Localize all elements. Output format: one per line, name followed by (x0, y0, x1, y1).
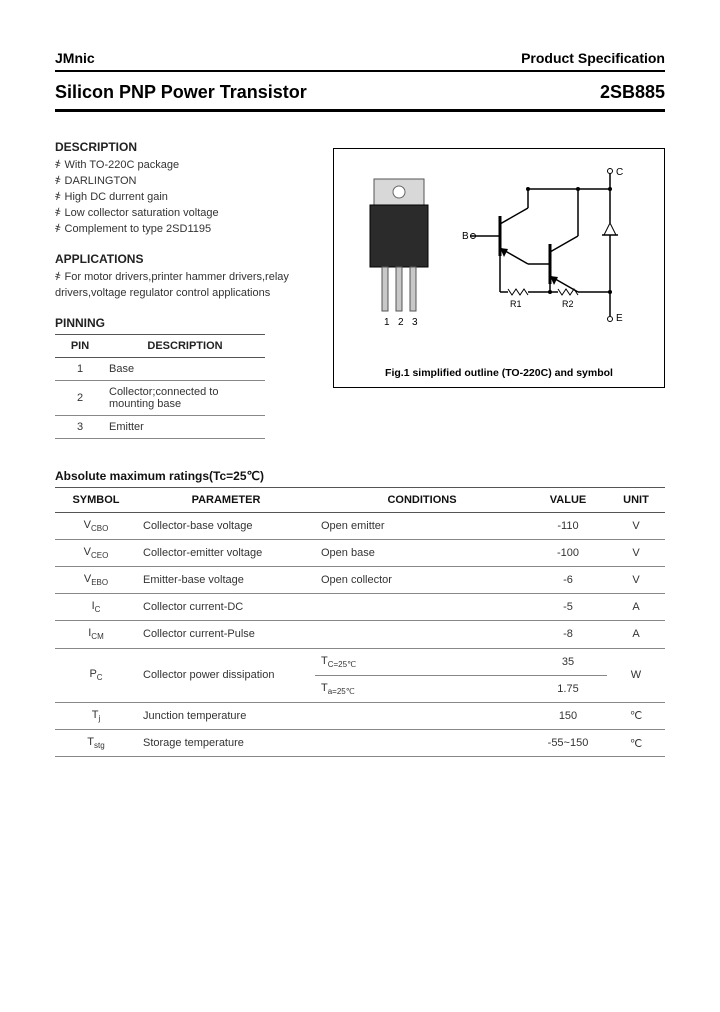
table-row: TstgStorage temperature -55~150℃ (55, 730, 665, 757)
pinning-heading: PINNING (55, 316, 315, 330)
svg-text:2: 2 (398, 317, 404, 328)
desc-item: ҂Complement to type 2SD1195 (55, 222, 315, 238)
ratings-heading: Absolute maximum ratings(Tc=25℃) (55, 469, 665, 483)
pin-col-pin: PIN (55, 334, 105, 357)
table-row: 1Base (55, 357, 265, 380)
ratings-table: SYMBOL PARAMETER CONDITIONS VALUE UNIT V… (55, 487, 665, 758)
table-row: ICMCollector current-Pulse -8A (55, 621, 665, 648)
cell-value: -100 (529, 539, 607, 566)
cell-unit: ℃ (607, 730, 665, 757)
cell-conditions (315, 621, 529, 648)
title-bar: Silicon PNP Power Transistor 2SB885 (55, 82, 665, 112)
cell-value: 150 (529, 702, 607, 729)
table-row: VCEOCollector-emitter voltageOpen base-1… (55, 539, 665, 566)
cell-symbol: Tj (55, 702, 137, 729)
col-value: VALUE (529, 487, 607, 512)
cell-unit: V (607, 566, 665, 593)
cell-conditions (315, 730, 529, 757)
cell-symbol: VCEO (55, 539, 137, 566)
cell-conditions: Open collector (315, 566, 529, 593)
cell-unit: ℃ (607, 702, 665, 729)
applications-section: APPLICATIONS ҂For motor drivers,printer … (55, 252, 315, 302)
cell-unit: A (607, 594, 665, 621)
cell-conditions: Open base (315, 539, 529, 566)
col-symbol: SYMBOL (55, 487, 137, 512)
pin-col-desc: DESCRIPTION (105, 334, 265, 357)
table-row: 2Collector;connected to mounting base (55, 380, 265, 415)
cell-conditions: TC=25℃ (315, 648, 529, 675)
table-row: VEBOEmitter-base voltageOpen collector-6… (55, 566, 665, 593)
col-parameter: PARAMETER (137, 487, 315, 512)
table-row: ICCollector current-DC -5A (55, 594, 665, 621)
cell-value: -6 (529, 566, 607, 593)
cell-unit: V (607, 539, 665, 566)
cell-parameter: Emitter-base voltage (137, 566, 315, 593)
cell-unit: W (607, 648, 665, 702)
cell-unit: A (607, 621, 665, 648)
table-row: PCCollector power dissipationTC=25℃35W (55, 648, 665, 675)
applications-heading: APPLICATIONS (55, 252, 315, 266)
label-r1: R1 (510, 299, 522, 309)
cell-symbol: Tstg (55, 730, 137, 757)
table-row: TjJunction temperature 150℃ (55, 702, 665, 729)
cell-value: -8 (529, 621, 607, 648)
desc-item: ҂DARLINGTON (55, 174, 315, 190)
desc-item: ҂High DC durrent gain (55, 190, 315, 206)
cell-parameter: Collector current-Pulse (137, 621, 315, 648)
cell-conditions: Open emitter (315, 512, 529, 539)
header: JMnic Product Specification (55, 50, 665, 72)
product-title: Silicon PNP Power Transistor (55, 82, 307, 103)
pinning-table: PIN DESCRIPTION 1Base 2Collector;connect… (55, 334, 265, 439)
part-number: 2SB885 (600, 82, 665, 103)
desc-item: ҂Low collector saturation voltage (55, 206, 315, 222)
svg-text:1: 1 (384, 317, 390, 328)
product-spec-label: Product Specification (521, 50, 665, 66)
cell-conditions (315, 594, 529, 621)
cell-value: -5 (529, 594, 607, 621)
right-column: 1 2 3 B (333, 140, 665, 439)
cell-unit: V (607, 512, 665, 539)
cell-symbol: PC (55, 648, 137, 702)
cell-conditions (315, 702, 529, 729)
cell-parameter: Junction temperature (137, 702, 315, 729)
cell-parameter: Collector power dissipation (137, 648, 315, 702)
cell-symbol: VCBO (55, 512, 137, 539)
table-row: VCBOCollector-base voltageOpen emitter-1… (55, 512, 665, 539)
figure-caption: Fig.1 simplified outline (TO-220C) and s… (344, 367, 654, 379)
cell-value: 35 (529, 648, 607, 675)
package-drawing: 1 2 3 (344, 171, 454, 331)
cell-parameter: Collector current-DC (137, 594, 315, 621)
figure-box: 1 2 3 B (333, 148, 665, 388)
svg-text:3: 3 (412, 317, 418, 328)
cell-parameter: Collector-emitter voltage (137, 539, 315, 566)
app-item: ҂For motor drivers,printer hammer driver… (55, 270, 315, 302)
col-conditions: CONDITIONS (315, 487, 529, 512)
cell-symbol: IC (55, 594, 137, 621)
cell-parameter: Storage temperature (137, 730, 315, 757)
cell-value: -110 (529, 512, 607, 539)
schematic-symbol: B C (460, 161, 640, 341)
cell-value: 1.75 (529, 675, 607, 702)
table-row: 3Emitter (55, 415, 265, 438)
label-e: E (616, 313, 623, 324)
cell-value: -55~150 (529, 730, 607, 757)
label-r2: R2 (562, 299, 574, 309)
cell-symbol: VEBO (55, 566, 137, 593)
brand-logo: JMnic (55, 50, 95, 66)
desc-item: ҂With TO-220C package (55, 158, 315, 174)
label-b: B (462, 231, 469, 242)
cell-conditions: Ta=25℃ (315, 675, 529, 702)
col-unit: UNIT (607, 487, 665, 512)
label-c: C (616, 167, 623, 178)
cell-parameter: Collector-base voltage (137, 512, 315, 539)
cell-symbol: ICM (55, 621, 137, 648)
left-column: DESCRIPTION ҂With TO-220C package ҂DARLI… (55, 140, 315, 439)
description-heading: DESCRIPTION (55, 140, 315, 154)
two-column-layout: DESCRIPTION ҂With TO-220C package ҂DARLI… (55, 140, 665, 439)
